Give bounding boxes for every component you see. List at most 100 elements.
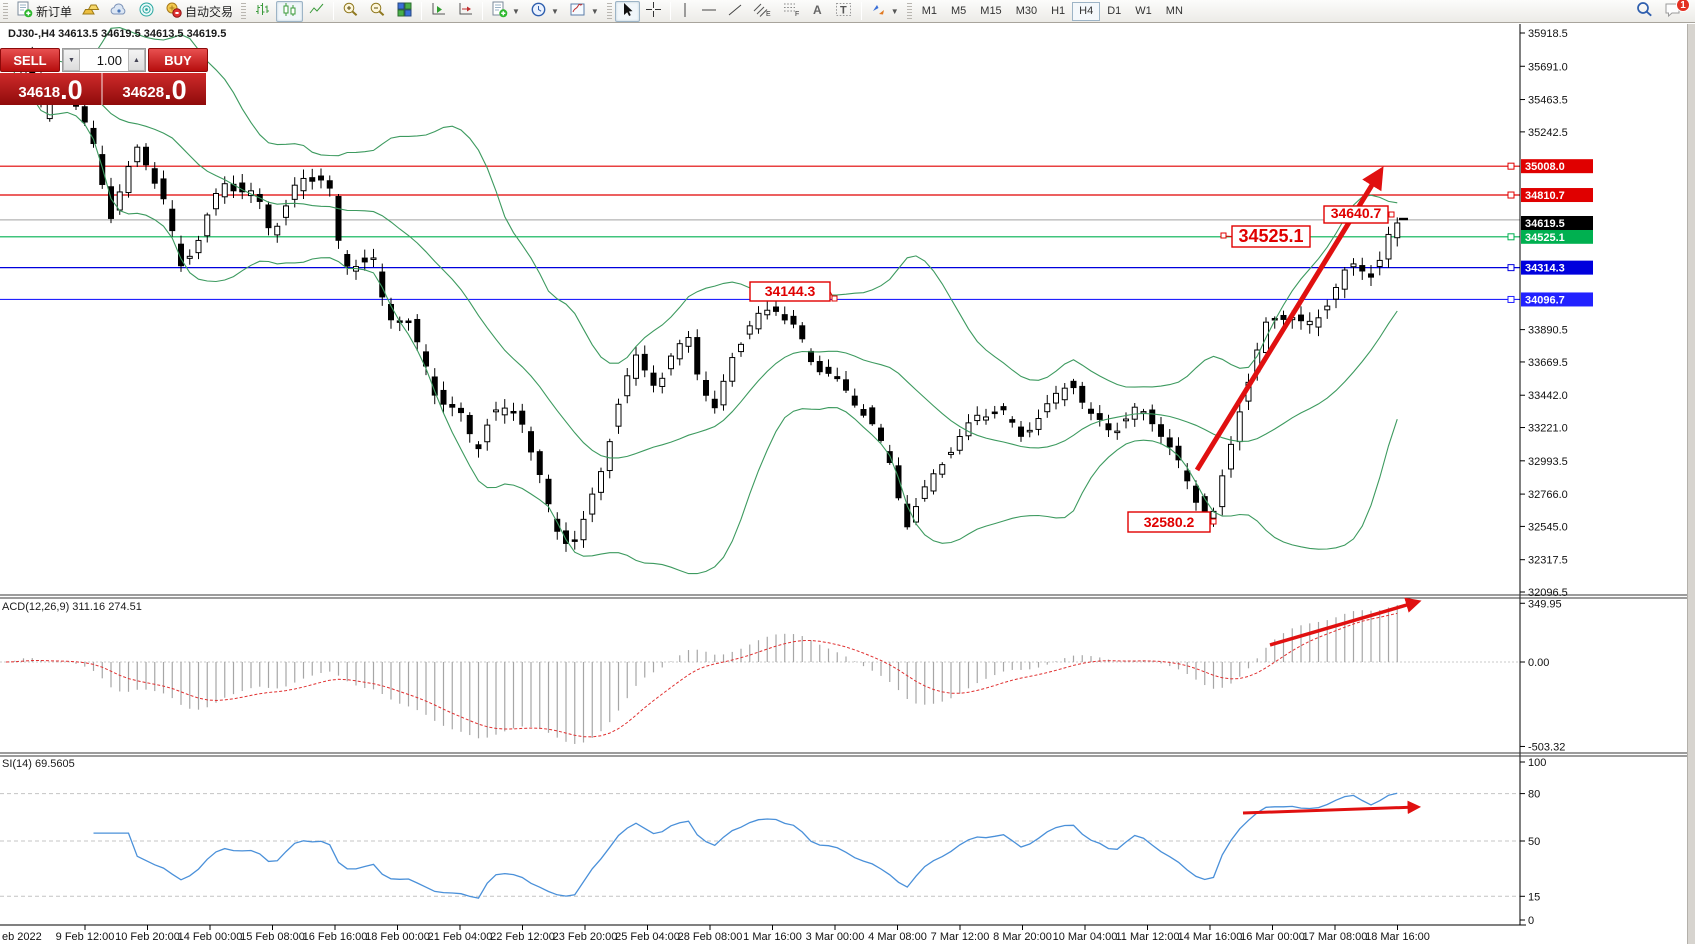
cursor-button[interactable] xyxy=(614,0,640,22)
volume-increase-button[interactable]: ▲ xyxy=(128,49,145,71)
candle-body xyxy=(143,146,149,166)
annotation-anchor[interactable] xyxy=(831,295,838,302)
tile-windows-icon xyxy=(396,1,413,21)
date-tick: 25 Feb 04:00 xyxy=(615,931,680,943)
buy-button[interactable]: BUY xyxy=(148,48,208,72)
price-tick: -503.32 xyxy=(1528,741,1565,753)
tile-windows-button[interactable] xyxy=(391,1,418,22)
date-tick: 8 Mar 20:00 xyxy=(993,931,1052,943)
gold-button[interactable] xyxy=(77,1,105,22)
signals-button[interactable] xyxy=(133,1,160,22)
price-tick: 35691.0 xyxy=(1528,61,1568,73)
annotations-layer[interactable]: 34525.1 34640.7 34144.3 32580.2 xyxy=(749,205,1395,533)
hline-handle[interactable] xyxy=(1507,264,1515,272)
toolbar-grip[interactable] xyxy=(606,3,612,19)
macd-signal-line xyxy=(5,612,1398,738)
price-tick: 100 xyxy=(1528,757,1546,769)
timeframe-h1[interactable]: H1 xyxy=(1051,4,1066,17)
candle-body xyxy=(510,410,517,414)
price-annotation-box[interactable] xyxy=(749,281,831,302)
periods-button[interactable]: ▼ xyxy=(525,1,564,22)
candle-body xyxy=(99,154,106,185)
price-tick: 32096.5 xyxy=(1528,587,1568,599)
volume-value[interactable]: 1.00 xyxy=(96,52,122,68)
hline-handle[interactable] xyxy=(1507,295,1515,303)
timeframe-m1[interactable]: M1 xyxy=(921,4,937,17)
trend-arrow[interactable] xyxy=(1269,597,1422,647)
level-axis-label[interactable] xyxy=(1521,292,1593,307)
trendline-icon xyxy=(727,2,743,21)
level-axis-label[interactable] xyxy=(1521,229,1593,244)
price-annotation-box[interactable] xyxy=(1127,511,1211,533)
timeframe-m30[interactable]: M30 xyxy=(1015,4,1038,17)
horizontal-line-button[interactable] xyxy=(696,1,722,22)
annotation-anchor[interactable] xyxy=(1220,232,1227,239)
annotation-anchor[interactable] xyxy=(1388,211,1395,218)
fibonacci-button[interactable]: F xyxy=(777,1,806,22)
candle-body xyxy=(703,380,709,396)
text-button[interactable]: A xyxy=(806,1,830,22)
annotation-anchor[interactable] xyxy=(1210,518,1217,525)
chart-shift-button[interactable] xyxy=(452,1,479,22)
candle-body xyxy=(81,106,88,123)
candle-body xyxy=(1088,408,1094,414)
arrows-button[interactable]: ▼ xyxy=(865,1,904,22)
volume-decrease-button[interactable]: ▼ xyxy=(63,49,80,71)
toolbar-grip[interactable] xyxy=(3,3,8,19)
new-order-button[interactable]: 新订单 xyxy=(11,1,77,22)
crosshair-button[interactable] xyxy=(640,1,667,22)
trend-arrow[interactable] xyxy=(1242,800,1422,815)
bar-chart-button[interactable] xyxy=(249,1,276,22)
price-tick: 32766.0 xyxy=(1528,489,1568,501)
community-button[interactable] xyxy=(105,1,133,22)
toolbar-grip[interactable] xyxy=(906,3,912,19)
auto-scroll-button[interactable] xyxy=(425,1,452,22)
zoom-out-button[interactable] xyxy=(364,1,391,22)
price-annotation-box[interactable] xyxy=(1323,205,1389,224)
templates-button[interactable]: ▼ xyxy=(564,1,604,22)
candle-body xyxy=(895,465,902,499)
buy-price[interactable]: 34628 .0 xyxy=(103,73,206,105)
sell-price[interactable]: 34618 .0 xyxy=(0,73,103,105)
toolbar-grip[interactable] xyxy=(241,3,247,19)
timeframe-h4[interactable]: H4 xyxy=(1072,1,1101,21)
equidistant-channel-button[interactable]: E xyxy=(748,1,777,22)
hline-handle[interactable] xyxy=(1507,233,1515,241)
timeframe-d1[interactable]: D1 xyxy=(1107,4,1122,17)
date-tick: 17 Mar 08:00 xyxy=(1303,931,1368,943)
window-edge-strip xyxy=(1687,24,1695,944)
price-annotation-box[interactable] xyxy=(1231,225,1311,248)
text-label-button[interactable]: T xyxy=(830,1,858,22)
bollinger-middle xyxy=(5,77,1398,459)
trendline-button[interactable] xyxy=(722,1,748,22)
candle-body xyxy=(388,303,394,321)
candle-body xyxy=(414,318,421,343)
price-tick: 35918.5 xyxy=(1528,28,1568,40)
candle-body xyxy=(440,389,447,405)
hline-handle[interactable] xyxy=(1507,162,1515,170)
volume-stepper[interactable]: ▼ 1.00 ▲ xyxy=(62,48,146,72)
notifications-button[interactable]: 1 xyxy=(1659,0,1690,22)
line-chart-button[interactable] xyxy=(303,1,330,22)
add-indicator-button[interactable]: ▼ xyxy=(486,1,525,22)
search-button[interactable] xyxy=(1630,1,1659,22)
price-annotation-text: 34525.1 xyxy=(1238,226,1303,246)
auto-trading-button[interactable]: 自动交易 xyxy=(160,1,238,22)
vertical-line-button[interactable] xyxy=(674,1,696,22)
timeframe-m5[interactable]: M5 xyxy=(951,4,967,17)
timeframe-w1[interactable]: W1 xyxy=(1135,4,1152,17)
zoom-in-button[interactable] xyxy=(337,1,364,22)
candle-body xyxy=(991,411,998,415)
level-axis-label[interactable] xyxy=(1521,159,1593,174)
sell-button[interactable]: SELL xyxy=(0,48,60,72)
candlestick-button[interactable] xyxy=(276,0,304,22)
timeframe-mn[interactable]: MN xyxy=(1165,4,1183,17)
level-axis-label[interactable] xyxy=(1521,260,1593,275)
hline-handle[interactable] xyxy=(1507,191,1515,199)
level-axis-label[interactable] xyxy=(1521,188,1593,203)
candle-body xyxy=(466,414,473,435)
price-tick: 33669.5 xyxy=(1528,357,1568,369)
timeframe-m15[interactable]: M15 xyxy=(980,4,1002,17)
